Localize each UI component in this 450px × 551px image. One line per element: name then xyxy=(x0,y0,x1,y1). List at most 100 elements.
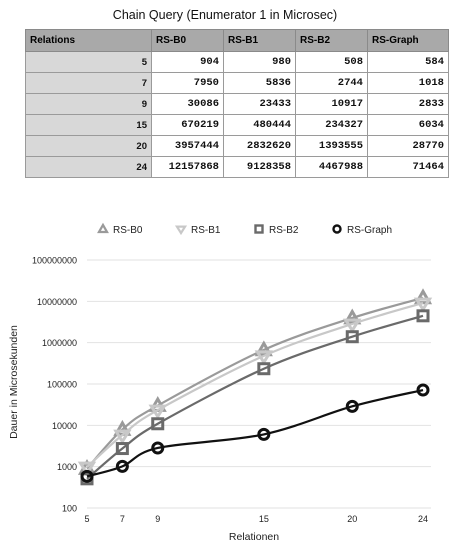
data-point-rs-graph xyxy=(416,383,430,397)
x-tick-label: 15 xyxy=(259,514,269,524)
table-row: 9 30086 23433 10917 2833 xyxy=(25,93,449,115)
row-relations-cell: 7 xyxy=(25,72,152,94)
table-cell: 2744 xyxy=(295,72,368,94)
data-point-rs-b0 xyxy=(113,419,132,436)
y-tick-label: 100 xyxy=(62,504,77,514)
table-cell: 9128358 xyxy=(223,156,296,178)
legend-label-rs-b1: RS-B1 xyxy=(191,225,221,236)
chart-axes: Dauer in Microsekunden Relationen 100 100… xyxy=(8,256,428,544)
x-tick-label: 5 xyxy=(84,514,89,524)
x-tick-label: 20 xyxy=(347,514,357,524)
table-cell: 670219 xyxy=(151,114,224,136)
y-axis-label: Dauer in Microsekunden xyxy=(8,325,20,439)
data-point-rs-b1 xyxy=(113,429,132,445)
legend-marker-rs-b0 xyxy=(97,222,109,234)
table-cell: 980 xyxy=(223,51,296,73)
x-tick-label: 7 xyxy=(120,514,125,524)
data-point-rs-b0 xyxy=(343,308,362,325)
series-line-rs-b1 xyxy=(86,301,424,468)
chart-series xyxy=(77,288,433,486)
data-point-rs-graph xyxy=(80,469,94,483)
table-cell: 12157868 xyxy=(151,156,224,178)
data-point-rs-b0 xyxy=(148,396,167,412)
chart-grid xyxy=(87,259,431,509)
x-tick-label: 9 xyxy=(155,514,160,524)
legend-item-rs-graph: RS-Graph xyxy=(332,224,392,236)
chart-legend: RS-B0 RS-B1 RS-B2 RS-Graph xyxy=(97,222,392,236)
table-row: 7 7950 5836 2744 1018 xyxy=(25,72,449,94)
table-header-row: Relations RS-B0 RS-B1 RS-B2 RS-Graph xyxy=(25,29,449,52)
legend-item-rs-b1: RS-B1 xyxy=(174,225,221,236)
table-cell: 71464 xyxy=(367,156,449,178)
y-tick-label: 1000000 xyxy=(42,338,77,348)
table-cell: 28770 xyxy=(367,135,449,157)
table-row: 24 12157868 9128358 4467988 71464 xyxy=(25,156,449,178)
data-point-rs-b1 xyxy=(148,404,167,420)
table-cell: 7950 xyxy=(151,72,224,94)
data-point-rs-b2 xyxy=(257,362,271,376)
legend-item-rs-b2: RS-B2 xyxy=(254,224,299,236)
table-row: 5 904 980 508 584 xyxy=(25,51,449,73)
data-point-rs-b2 xyxy=(416,309,430,323)
table-cell: 1393555 xyxy=(295,135,368,157)
header-rs-b1: RS-B1 xyxy=(223,29,296,52)
table-title: Chain Query (Enumerator 1 in Microsec) xyxy=(112,8,338,22)
data-point-rs-graph xyxy=(345,399,359,413)
legend-label-rs-graph: RS-Graph xyxy=(347,225,392,236)
legend-label-rs-b0: RS-B0 xyxy=(113,225,143,236)
x-tick-label: 24 xyxy=(418,514,428,524)
row-relations-cell: 9 xyxy=(25,93,152,115)
header-rs-graph: RS-Graph xyxy=(367,29,449,52)
table-cell: 1018 xyxy=(367,72,449,94)
series-line-rs-b2 xyxy=(86,314,424,480)
table-row: 20 3957444 2832620 1393555 28770 xyxy=(25,135,449,157)
y-tick-label: 100000000 xyxy=(32,256,77,266)
table-cell: 5836 xyxy=(223,72,296,94)
data-point-rs-b0 xyxy=(77,458,97,475)
data-point-rs-graph xyxy=(257,427,271,441)
table-cell: 10917 xyxy=(295,93,368,115)
table-cell: 480444 xyxy=(223,114,296,136)
table-cell: 23433 xyxy=(223,93,296,115)
legend-marker-rs-b1 xyxy=(174,225,188,236)
data-point-rs-b2 xyxy=(80,472,94,486)
row-relations-cell: 15 xyxy=(25,114,152,136)
data-point-rs-b1 xyxy=(413,297,433,313)
table-cell: 2833 xyxy=(367,93,449,115)
legend-label-rs-b2: RS-B2 xyxy=(269,225,299,236)
y-tick-label: 100000 xyxy=(47,380,77,390)
data-point-rs-b1 xyxy=(254,350,274,366)
table-cell: 3957444 xyxy=(151,135,224,157)
data-point-rs-b1 xyxy=(77,461,97,477)
header-relations: Relations xyxy=(25,29,152,52)
data-point-rs-b2 xyxy=(345,330,359,344)
data-point-rs-graph xyxy=(151,441,165,455)
legend-item-rs-b0: RS-B0 xyxy=(97,222,143,236)
y-tick-label: 1000 xyxy=(57,462,77,472)
header-rs-b2: RS-B2 xyxy=(295,29,368,52)
table-cell: 508 xyxy=(295,51,368,73)
table-cell: 30086 xyxy=(151,93,224,115)
x-axis-label: Relationen xyxy=(229,531,279,543)
table-cell: 584 xyxy=(367,51,449,73)
y-tick-label: 10000 xyxy=(52,421,77,431)
row-relations-cell: 24 xyxy=(25,156,152,178)
legend-marker-rs-b2 xyxy=(254,224,264,234)
table-cell: 4467988 xyxy=(295,156,368,178)
table-row: 15 670219 480444 234327 6034 xyxy=(25,114,449,136)
data-point-rs-b2 xyxy=(115,442,129,456)
data-table: Relations RS-B0 RS-B1 RS-B2 RS-Graph 5 9… xyxy=(25,29,449,178)
row-relations-cell: 5 xyxy=(25,51,152,73)
table-cell: 904 xyxy=(151,51,224,73)
header-rs-b0: RS-B0 xyxy=(151,29,224,52)
table-cell: 6034 xyxy=(367,114,449,136)
data-point-rs-b0 xyxy=(254,340,273,357)
series-line-rs-b0 xyxy=(86,296,424,470)
data-point-rs-b1 xyxy=(343,318,362,334)
row-relations-cell: 20 xyxy=(25,135,152,157)
table-cell: 2832620 xyxy=(223,135,296,157)
table-cell: 234327 xyxy=(295,114,368,136)
legend-marker-rs-graph xyxy=(332,224,342,234)
data-point-rs-b2 xyxy=(151,417,165,431)
series-line-rs-graph xyxy=(86,388,424,478)
